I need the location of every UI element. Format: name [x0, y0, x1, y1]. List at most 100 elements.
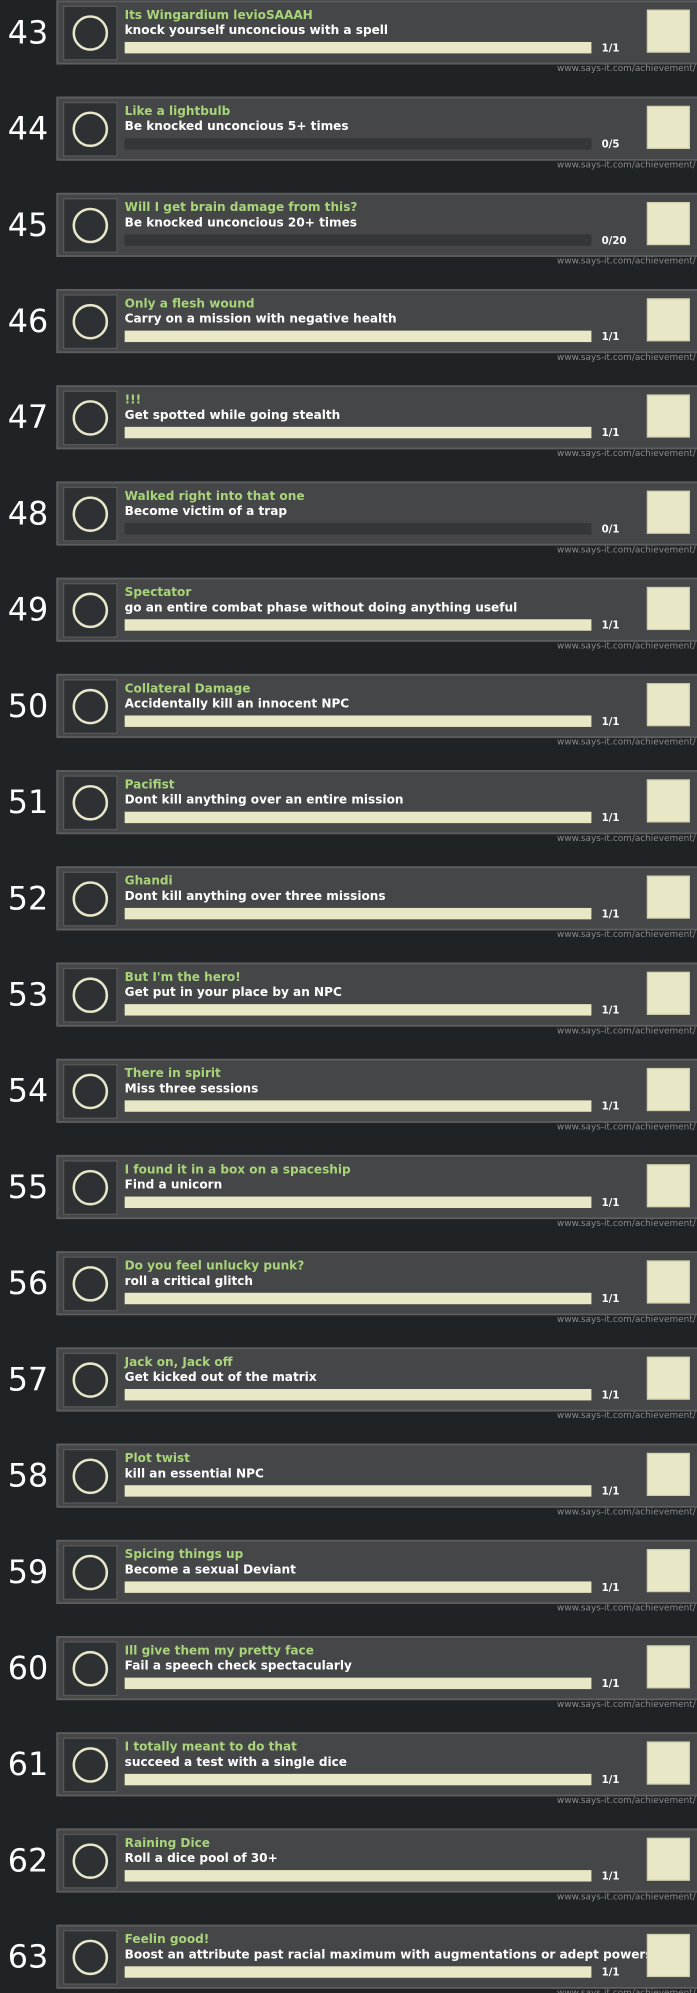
- watermark: www.says-it.com/achievement/: [557, 353, 696, 363]
- achievement-row: 59 Spicing things upBecome a sexual Devia…: [8, 1541, 697, 1614]
- achievement-title: Plot twist: [125, 1451, 191, 1465]
- achievement-number: 53: [8, 977, 48, 1014]
- achievement-number: 44: [8, 111, 48, 148]
- achievement-icon: [64, 969, 117, 1022]
- achievement-checkbox: [647, 1453, 689, 1495]
- achievement-row: 53But I'm the hero!Get put in your place…: [8, 963, 697, 1036]
- achievement-number: 59: [8, 1554, 48, 1591]
- watermark: www.says-it.com/achievement/: [557, 641, 696, 651]
- progress-label: 0/5: [602, 140, 620, 151]
- achievement-checkbox: [647, 299, 689, 341]
- achievement-number: 45: [8, 207, 48, 244]
- progress-fill: [125, 1485, 592, 1496]
- achievement-row: 56Do you feel unlucky punk?roll a critic…: [8, 1252, 697, 1325]
- progress-label: 1/1: [602, 428, 620, 439]
- achievement-checkbox: [647, 203, 689, 245]
- achievement-number: 52: [8, 880, 48, 917]
- watermark: www.says-it.com/achievement/: [557, 930, 696, 940]
- achievement-title: Raining Dice: [125, 1836, 210, 1850]
- achievement-title: Ghandi: [125, 874, 173, 888]
- achievement-checkbox: [647, 780, 689, 822]
- achievement-icon: [64, 295, 117, 348]
- achievement-number: 63: [8, 1939, 48, 1976]
- progress-label: 1/1: [602, 43, 620, 54]
- achievement-checkbox: [647, 1646, 689, 1688]
- achievement-title: There in spirit: [125, 1066, 221, 1080]
- achievement-number: 61: [8, 1746, 48, 1783]
- achievement-title: Spicing things up: [125, 1547, 244, 1561]
- achievement-row: 60Ill give them my pretty faceFail a spe…: [8, 1637, 697, 1710]
- achievement-checkbox: [647, 1261, 689, 1303]
- progress-track: [125, 138, 592, 149]
- achievement-number: 55: [8, 1169, 48, 1206]
- watermark: www.says-it.com/achievement/: [557, 1989, 696, 1993]
- achievement-checkbox: [647, 972, 689, 1014]
- achievement-description: Dont kill anything over an entire missio…: [125, 793, 404, 807]
- achievement-icon: [64, 1931, 117, 1984]
- watermark: www.says-it.com/achievement/: [557, 1219, 696, 1229]
- progress-fill: [125, 1678, 592, 1689]
- achievement-number: 47: [8, 399, 48, 436]
- watermark: www.says-it.com/achievement/: [557, 160, 696, 170]
- watermark: www.says-it.com/achievement/: [557, 449, 696, 459]
- achievement-description: Find a unicorn: [125, 1178, 223, 1192]
- achievement-description: Become a sexual Deviant: [125, 1562, 296, 1576]
- watermark: www.says-it.com/achievement/: [557, 1315, 696, 1325]
- progress-label: 1/1: [602, 1390, 620, 1401]
- watermark: www.says-it.com/achievement/: [557, 545, 696, 555]
- achievement-title: Only a flesh wound: [125, 296, 255, 310]
- achievement-icon: [64, 1450, 117, 1503]
- watermark: www.says-it.com/achievement/: [557, 1892, 696, 1902]
- achievement-icon: [64, 1065, 117, 1118]
- progress-label: 0/1: [602, 524, 620, 535]
- achievement-icon: [64, 1834, 117, 1887]
- achievement-title: Pacifist: [125, 777, 175, 791]
- watermark: www.says-it.com/achievement/: [557, 1411, 696, 1421]
- achievement-title: Collateral Damage: [125, 681, 251, 695]
- achievement-title: Will I get brain damage from this?: [125, 200, 358, 214]
- progress-fill: [125, 715, 592, 726]
- achievement-description: Be knocked unconcious 5+ times: [125, 119, 349, 133]
- achievement-icon: [64, 1546, 117, 1599]
- progress-track: [125, 234, 592, 245]
- progress-label: 1/1: [602, 909, 620, 920]
- achievement-number: 49: [8, 592, 48, 629]
- achievement-description: Become victim of a trap: [125, 504, 288, 518]
- progress-fill: [125, 812, 592, 823]
- achievement-checkbox: [647, 1165, 689, 1207]
- watermark: www.says-it.com/achievement/: [557, 1604, 696, 1614]
- achievement-description: Get spotted while going stealth: [125, 408, 341, 422]
- progress-fill: [125, 1774, 592, 1785]
- progress-label: 1/1: [602, 717, 620, 728]
- progress-track: [125, 523, 592, 534]
- achievement-checkbox: [647, 106, 689, 148]
- achievement-icon: [64, 1738, 117, 1791]
- achievement-checkbox: [647, 1069, 689, 1111]
- watermark: www.says-it.com/achievement/: [557, 1796, 696, 1806]
- achievement-description: roll a critical glitch: [125, 1274, 253, 1288]
- achievement-title: Walked right into that one: [125, 489, 305, 503]
- achievement-row: 62 Raining DiceRoll a dice pool of 30+ 1/1…: [8, 1829, 697, 1902]
- achievement-description: succeed a test with a single dice: [125, 1755, 347, 1769]
- achievement-icon: [64, 1353, 117, 1406]
- progress-fill: [125, 427, 592, 438]
- achievement-number: 62: [8, 1842, 48, 1879]
- progress-label: 1/1: [602, 1679, 620, 1690]
- progress-fill: [125, 1197, 592, 1208]
- achievement-icon: [64, 680, 117, 733]
- achievement-row: 48Walked right into that oneBecome victi…: [8, 482, 697, 555]
- achievement-description: Roll a dice pool of 30+: [125, 1851, 278, 1865]
- progress-label: 1/1: [602, 1871, 620, 1882]
- achievement-icon: [64, 1642, 117, 1695]
- achievement-description: Miss three sessions: [125, 1081, 259, 1095]
- achievement-description: Dont kill anything over three missions: [125, 889, 386, 903]
- achievement-icon: [64, 103, 117, 156]
- achievement-checkbox: [647, 395, 689, 437]
- achievement-icon: [64, 872, 117, 925]
- achievement-icon: [64, 6, 117, 59]
- achievement-icon: [64, 1257, 117, 1310]
